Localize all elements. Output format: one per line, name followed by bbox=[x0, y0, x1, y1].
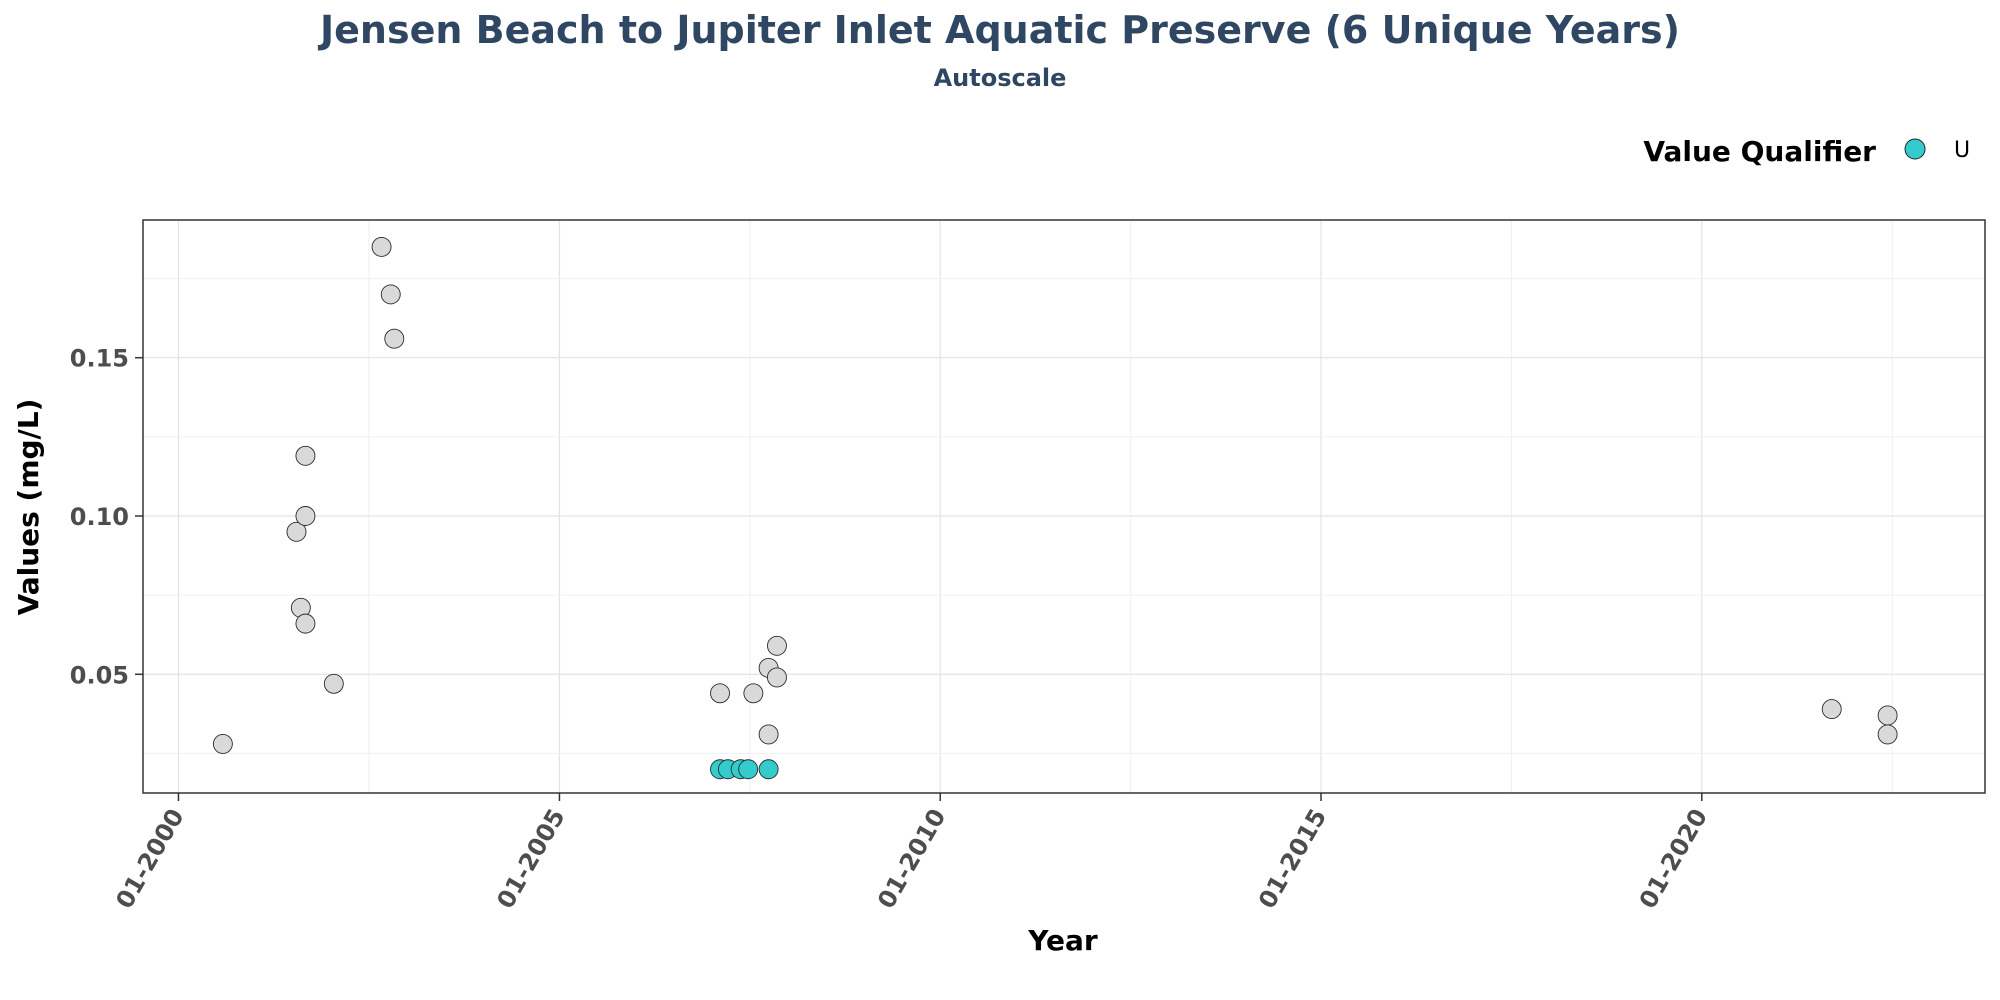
x-tick-label: 01-2005 bbox=[491, 804, 570, 913]
y-tick-label: 0.05 bbox=[70, 661, 129, 689]
x-tick-label: 01-2015 bbox=[1253, 804, 1332, 913]
x-tick-label: 01-2020 bbox=[1634, 804, 1713, 913]
chart-subtitle: Autoscale bbox=[933, 64, 1067, 92]
x-tick-label: 01-2000 bbox=[110, 804, 189, 913]
data-point-u bbox=[758, 759, 779, 780]
y-tick-label: 0.10 bbox=[70, 503, 129, 531]
data-point bbox=[286, 521, 307, 542]
data-point bbox=[371, 236, 392, 257]
data-point bbox=[380, 284, 401, 305]
data-point bbox=[1877, 705, 1898, 726]
legend-label-u: U bbox=[1954, 138, 1970, 163]
axis-ticks: 01-2000 01-2005 01-2010 01-2015 01-2020 0.05 0… bbox=[70, 345, 1713, 914]
grid-lines bbox=[143, 220, 1985, 793]
chart-title: Jensen Beach to Jupiter Inlet Aquatic Pr… bbox=[320, 8, 1680, 52]
data-point bbox=[384, 328, 405, 349]
data-point-u bbox=[738, 759, 759, 780]
data-point bbox=[295, 613, 316, 634]
data-point bbox=[766, 667, 787, 688]
data-point bbox=[295, 506, 316, 526]
data-point bbox=[1877, 724, 1898, 745]
data-points bbox=[212, 236, 1898, 780]
y-axis-title: Values (mg/L) bbox=[12, 399, 45, 616]
legend-title: Value Qualifier bbox=[1643, 135, 1876, 168]
x-axis-title: Year bbox=[1027, 924, 1098, 957]
data-point bbox=[295, 445, 316, 466]
legend-swatch-u bbox=[1904, 138, 1926, 160]
data-point bbox=[758, 724, 779, 745]
data-point bbox=[212, 733, 233, 754]
x-tick-label: 01-2010 bbox=[872, 804, 951, 913]
y-tick-label: 0.15 bbox=[70, 345, 129, 373]
data-point bbox=[743, 683, 764, 704]
data-point bbox=[323, 673, 344, 694]
data-point bbox=[766, 635, 787, 656]
legend: Value Qualifier U bbox=[1643, 135, 1970, 168]
data-point bbox=[710, 683, 730, 704]
plot-panel-border bbox=[142, 219, 1986, 794]
data-point bbox=[1821, 699, 1842, 720]
